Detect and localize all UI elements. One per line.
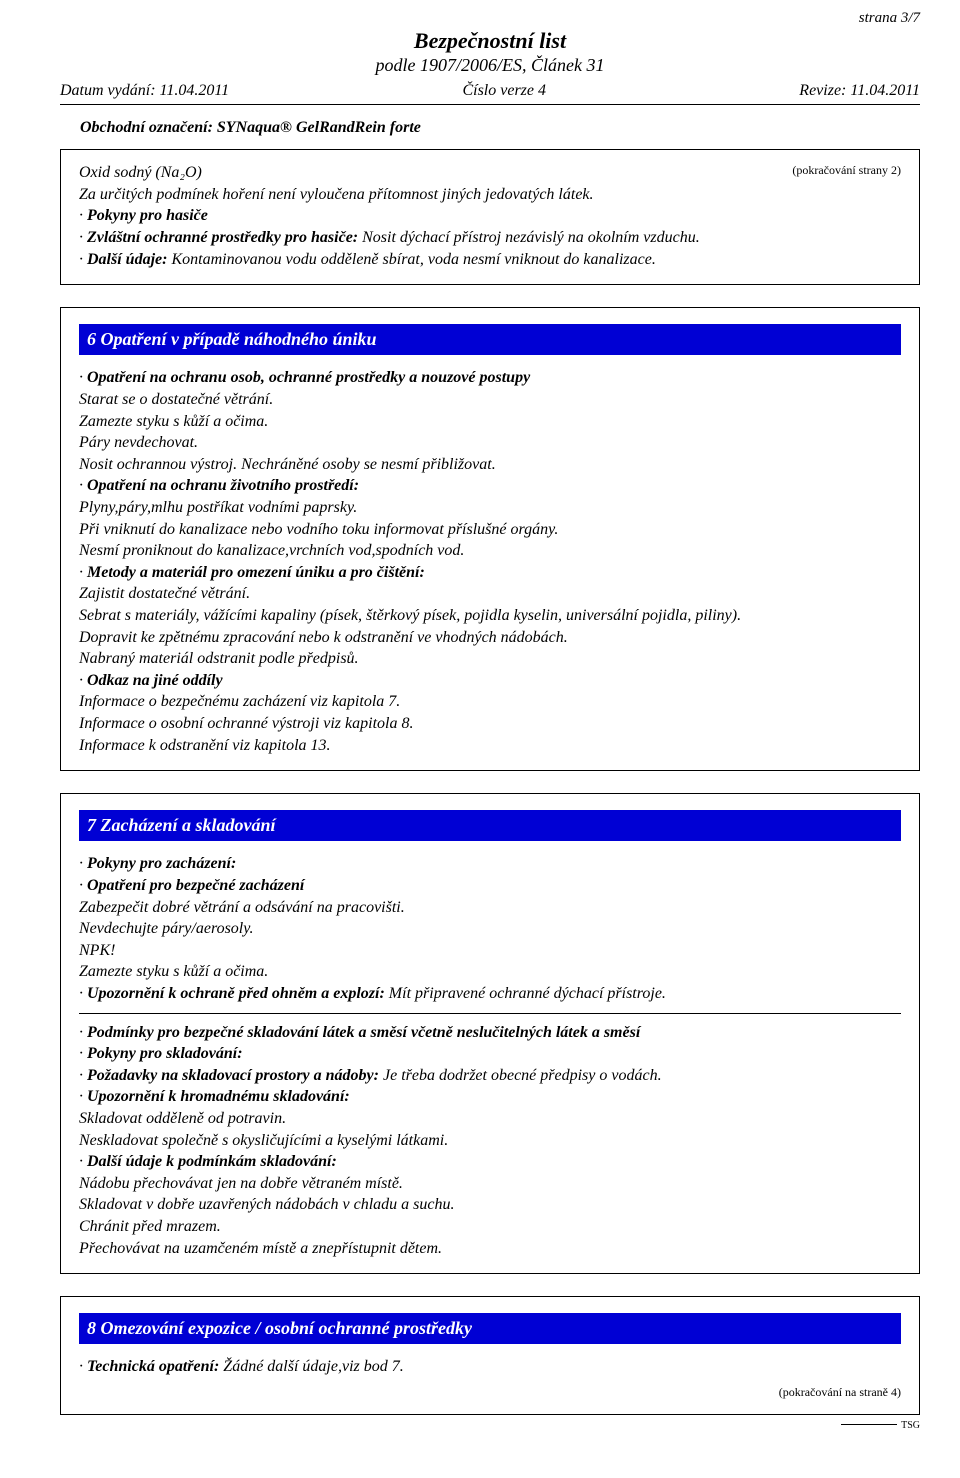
s7-handling-line: NPK! [79,940,901,962]
section8-header: 8 Omezování expozice / osobní ochranné p… [79,1313,901,1344]
s6-env-line: Při vniknutí do kanalizace nebo vodního … [79,519,901,541]
page: strana 3/7 Bezpečnostní list podle 1907/… [0,0,960,1463]
tsg-code: TSG [901,1420,920,1431]
revision-label: Revize: 11.04.2011 [779,82,920,100]
further-text: Kontaminovanou vodu odděleně sbírat, vod… [171,251,655,268]
s7-further-line: Přechovávat na uzamčeném místě a znepřís… [79,1238,901,1260]
continued-from-note: (pokračování strany 2) [792,162,901,178]
s6-env-line: Nesmí proniknout do kanalizace,vrchních … [79,540,901,562]
s7-mass-line: Neskladovat společně s okysličujícími a … [79,1130,901,1152]
s7-further-line: Nádobu přechovávat jen na dobře větraném… [79,1173,901,1195]
s7-fire-label: Upozornění k ochraně před ohněm a exploz… [87,985,385,1002]
tsg-wrap: TSG [60,1415,920,1433]
protective-text: Nosit dýchací přístroj nezávislý na okol… [362,229,700,246]
s6-methods-line: Sebrat s materiály, vážícími kapaliny (p… [79,605,901,627]
s7-mass-label-text: Upozornění k hromadnému skladování: [87,1088,350,1105]
s7-storage-label-text: Pokyny pro skladování: [87,1045,243,1062]
s6-ref-label-text: Odkaz na jiné oddíly [87,672,223,689]
s7-safe-handling-label: Opatření pro bezpečné zacházení [79,875,901,897]
s6-env-line: Plyny,páry,mlhu postříkat vodními paprsk… [79,497,901,519]
doc-title: Bezpečnostní list [60,29,920,53]
advice-label: Pokyny pro hasiče [79,205,901,227]
s7-storage-cond-label: Podmínky pro bezpečné skladování látek a… [79,1022,901,1044]
s8-tech-line: Technická opatření: Žádné další údaje,vi… [79,1356,901,1378]
s6-ref-line: Informace k odstranění viz kapitola 13. [79,735,901,757]
s7-storage-label: Pokyny pro skladování: [79,1043,901,1065]
s7-fire-line: Upozornění k ochraně před ohněm a exploz… [79,983,901,1005]
s7-room-text: Je třeba dodržet obecné předpisy o vodác… [383,1067,662,1084]
s6-personal-line: Starat se o dostatečné větrání. [79,389,901,411]
text-line: Za určitých podmínek hoření není vylouče… [79,184,901,206]
doc-subtitle: podle 1907/2006/ES, Článek 31 [60,55,920,76]
s6-personal-line: Páry nevdechovat. [79,432,901,454]
advice-label-text: Pokyny pro hasiče [87,207,208,224]
s7-room-label: Požadavky na skladovací prostory a nádob… [87,1067,379,1084]
s7-mass-label: Upozornění k hromadnému skladování: [79,1086,901,1108]
s6-methods-label-text: Metody a materiál pro omezení úniku a pr… [87,564,425,581]
s7-further-line: Skladovat v dobře uzavřených nádobách v … [79,1194,901,1216]
s6-ref-line: Informace o bezpečnému zacházení viz kap… [79,691,901,713]
s7-handling-line: Nevdechujte páry/aerosoly. [79,918,901,940]
s8-tech-text: Žádné další údaje,viz bod 7. [223,1358,403,1375]
s6-methods-line: Nabraný materiál odstranit podle předpis… [79,648,901,670]
section6-header: 6 Opatření v případě náhodného úniku [79,324,901,355]
s6-personal-label: Opatření na ochranu osob, ochranné prost… [79,367,901,389]
meta-row: Datum vydání: 11.04.2011 Číslo verze 4 R… [60,82,920,100]
oxid-line: Oxid sodný (Na₂O) [79,162,901,184]
box-section5-continuation: (pokračování strany 2) Oxid sodný (Na₂O)… [60,149,920,285]
s6-methods-line: Zajistit dostatečné větrání. [79,583,901,605]
trade-name: Obchodní označení: SYNaqua® GelRandRein … [80,119,920,137]
s7-room-line: Požadavky na skladovací prostory a nádob… [79,1065,901,1087]
section7-header: 7 Zacházení a skladování [79,810,901,841]
version-label: Číslo verze 4 [229,82,779,100]
s6-env-label-text: Opatření na ochranu životního prostředí: [87,477,359,494]
s8-tech-label: Technická opatření: [87,1358,219,1375]
s6-env-label: Opatření na ochranu životního prostředí: [79,475,901,497]
s6-personal-line: Nosit ochrannou výstroj. Nechráněné osob… [79,454,901,476]
continued-to-note: (pokračování na straně 4) [79,1384,901,1400]
s7-handling-line: Zabezpečit dobré větrání a odsávání na p… [79,897,901,919]
box-section6: 6 Opatření v případě náhodného úniku Opa… [60,307,920,771]
box-section8: 8 Omezování expozice / osobní ochranné p… [60,1296,920,1415]
s6-personal-line: Zamezte styku s kůží a očima. [79,411,901,433]
s7-safe-handling-label-text: Opatření pro bezpečné zacházení [87,877,304,894]
s7-storage-cond-label-text: Podmínky pro bezpečné skladování látek a… [87,1024,640,1041]
header-rule [60,104,920,105]
issue-date: Datum vydání: 11.04.2011 [60,82,229,100]
protective-line: Zvláštní ochranné prostředky pro hasiče:… [79,227,901,249]
s6-ref-label: Odkaz na jiné oddíly [79,670,901,692]
s6-ref-line: Informace o osobní ochranné výstroji viz… [79,713,901,735]
s6-personal-label-text: Opatření na ochranu osob, ochranné prost… [87,369,530,386]
s7-fire-text: Mít připravené ochranné dýchací přístroj… [389,985,666,1002]
tsg-line [841,1424,897,1425]
protective-label: Zvláštní ochranné prostředky pro hasiče: [87,229,358,246]
further-line: Další údaje: Kontaminovanou vodu oddělen… [79,249,901,271]
page-number: strana 3/7 [60,10,920,27]
s6-methods-line: Dopravit ke zpětnému zpracování nebo k o… [79,627,901,649]
s6-methods-label: Metody a materiál pro omezení úniku a pr… [79,562,901,584]
s7-handling-line: Zamezte styku s kůží a očima. [79,961,901,983]
s7-further-label-text: Další údaje k podmínkám skladování: [87,1153,337,1170]
s7-mass-line: Skladovat odděleně od potravin. [79,1108,901,1130]
box-section7: 7 Zacházení a skladování Pokyny pro zach… [60,793,920,1274]
s7-divider [79,1013,901,1014]
further-label: Další údaje: [87,251,167,268]
s7-handling-label-text: Pokyny pro zacházení: [87,855,236,872]
s7-further-label: Další údaje k podmínkám skladování: [79,1151,901,1173]
s7-further-line: Chránit před mrazem. [79,1216,901,1238]
s7-handling-label: Pokyny pro zacházení: [79,853,901,875]
